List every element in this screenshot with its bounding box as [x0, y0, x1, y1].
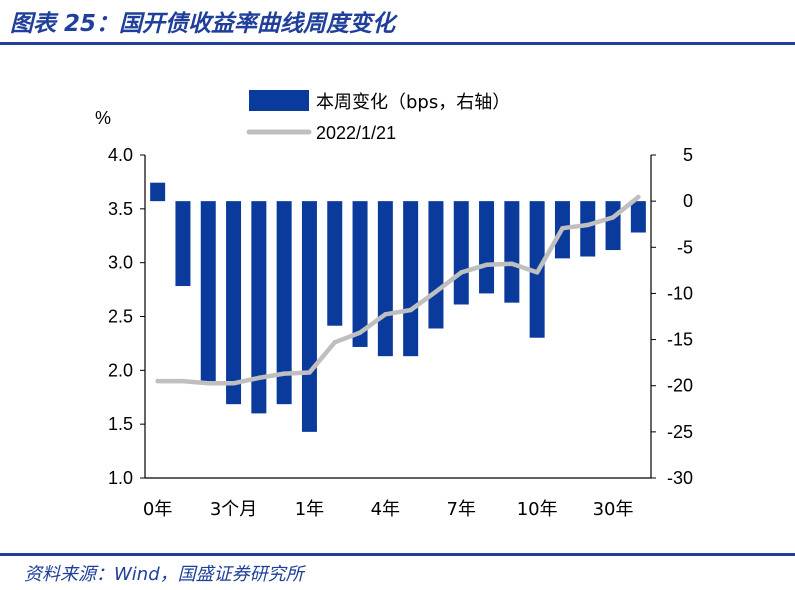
plot-frame [144, 155, 652, 479]
bar [226, 201, 242, 405]
title-divider [0, 42, 795, 45]
x-axis-label: 3个月 [210, 499, 257, 520]
right-axis-tick-label: -10 [667, 283, 693, 303]
right-axis-tick-label: -5 [677, 237, 693, 257]
line-point [408, 307, 413, 313]
bar [403, 201, 419, 357]
legend-bar-label: 本周变化（bps，右轴） [316, 92, 510, 113]
line-point [256, 375, 262, 381]
line-point [383, 312, 388, 317]
bar [352, 201, 368, 347]
bar [301, 201, 317, 432]
right-axis-tick-label: -30 [667, 468, 693, 488]
right-axis-tick-label: -25 [667, 422, 693, 442]
line-point [155, 378, 160, 384]
left-axis-tick-label: 1.5 [108, 414, 133, 434]
left-axis-unit-label: % [95, 108, 111, 128]
left-axis-tick-label: 3.0 [108, 253, 133, 273]
line-point [332, 340, 337, 345]
line-point [180, 378, 186, 384]
line-point [206, 381, 211, 386]
bar [327, 201, 343, 326]
bar-series [150, 182, 646, 432]
x-axis-label: 1年 [295, 499, 324, 520]
x-axis-label: 7年 [447, 499, 476, 520]
x-axis-label: 4年 [371, 499, 400, 520]
right-axis-tick-label: -20 [667, 376, 693, 396]
legend-bar-swatch [249, 90, 309, 111]
left-axis-tick-label: 3.5 [108, 199, 133, 219]
line-point [433, 289, 439, 294]
line-point [307, 370, 312, 375]
bar [377, 201, 393, 357]
left-axis-tick-label: 1.0 [108, 468, 133, 488]
line-point [459, 270, 464, 275]
bar [150, 182, 166, 202]
bar [428, 201, 444, 329]
left-axis-tick-label: 4.0 [108, 145, 133, 165]
legend-line-label: 2022/1/21 [316, 123, 396, 143]
bar [479, 201, 495, 294]
bar [453, 201, 469, 305]
left-axis-tick-label: 2.0 [108, 360, 133, 380]
figure-title: 图表 25：国开债收益率曲线周度变化 [10, 11, 396, 37]
line-point [484, 262, 489, 268]
legend: 本周变化（bps，右轴） 2022/1/21 [246, 90, 510, 143]
bar [200, 201, 216, 382]
line-point [610, 215, 616, 220]
line-point [534, 270, 540, 275]
x-axis-label: 10年 [517, 499, 558, 520]
source-divider [0, 553, 795, 556]
right-axis-tick-label: -15 [667, 330, 693, 350]
line-point [231, 381, 236, 386]
bar [630, 201, 646, 233]
x-axis-labels: 0年 3个月 1年 4年 7年 10年 30年 [143, 499, 634, 520]
left-axis: 1.0 1.5 2.0 2.5 3.0 3.5 4.0 [108, 145, 145, 488]
left-axis-tick-label: 2.5 [108, 307, 133, 327]
line-point [281, 371, 287, 376]
line-point [636, 194, 641, 200]
x-axis-label: 0年 [143, 499, 172, 520]
right-axis-tick-label: 5 [683, 145, 693, 165]
bar [175, 201, 191, 287]
line-point [585, 222, 590, 228]
bar [251, 201, 267, 414]
line-point [560, 226, 565, 231]
bar [504, 201, 520, 303]
yield-curve-line [155, 194, 641, 386]
right-axis-tick-label: 0 [683, 191, 693, 211]
source-note: 资料来源：Wind，国盛证券研究所 [24, 564, 304, 585]
bar [605, 201, 621, 251]
x-axis-label: 30年 [593, 499, 634, 520]
right-axis: -30 -25 -20 -15 -10 -5 0 5 [651, 145, 693, 488]
bar [276, 201, 292, 405]
line-point [357, 330, 363, 335]
bar [580, 201, 596, 257]
yield-curve-points [155, 194, 641, 386]
line-point [509, 261, 515, 266]
